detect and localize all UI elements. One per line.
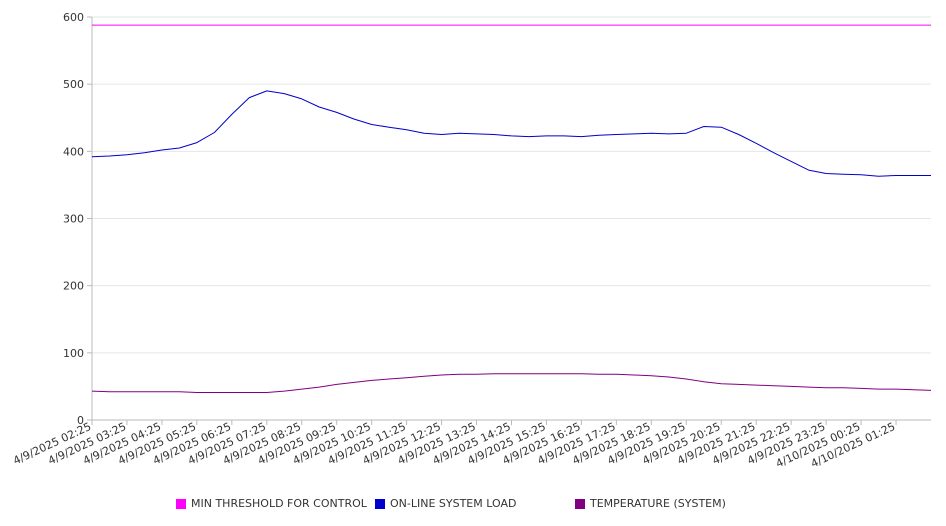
x-axis-ticks: 4/9/2025 02:254/9/2025 03:254/9/2025 04:…	[11, 420, 897, 470]
legend-label: TEMPERATURE (SYSTEM)	[590, 497, 726, 510]
y-tick-label: 300	[63, 213, 84, 226]
legend-item-temperature[interactable]: TEMPERATURE (SYSTEM)	[575, 497, 726, 510]
legend-label: MIN THRESHOLD FOR CONTROL	[191, 497, 367, 510]
legend-swatch	[575, 498, 585, 509]
y-tick-label: 500	[63, 78, 84, 91]
y-tick-label: 600	[63, 11, 84, 24]
legend-swatch	[375, 498, 385, 509]
series-line-2	[91, 373, 932, 393]
legend-item-system-load[interactable]: ON-LINE SYSTEM LOAD	[375, 497, 516, 510]
series-line-1	[91, 90, 931, 177]
y-tick-label: 100	[63, 347, 84, 360]
gridlines	[92, 16, 931, 354]
y-tick-label: 200	[63, 280, 84, 293]
legend-item-min-threshold[interactable]: MIN THRESHOLD FOR CONTROL	[176, 497, 367, 510]
series-lines	[91, 24, 932, 393]
legend-swatch	[176, 498, 186, 509]
y-axis-ticks: 0 100 200 300 400 500 600	[63, 11, 92, 427]
y-tick-label: 0	[77, 414, 84, 427]
legend-label: ON-LINE SYSTEM LOAD	[390, 497, 517, 510]
y-tick-label: 400	[63, 145, 84, 158]
legend: MIN THRESHOLD FOR CONTROL ON-LINE SYSTEM…	[0, 497, 946, 515]
